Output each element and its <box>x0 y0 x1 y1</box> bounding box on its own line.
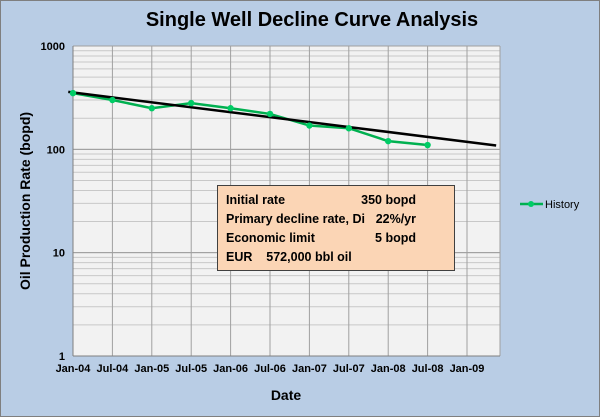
x-tick-label: Jan-09 <box>450 363 485 375</box>
history-point <box>306 122 313 129</box>
info-value: 5 bopd <box>375 231 416 245</box>
history-point <box>188 99 195 107</box>
x-tick-label: Jul-05 <box>175 363 207 375</box>
history-point <box>148 105 155 112</box>
info-row-decline-rate: Primary decline rate, Di 22%/yr <box>226 210 446 229</box>
legend-label-history: History <box>545 199 580 211</box>
info-row-initial-rate: Initial rate 350 bopd <box>226 191 446 210</box>
y-tick-label: 10 <box>53 248 65 260</box>
y-tick-label: 1 <box>59 351 65 363</box>
x-axis-label: Date <box>271 387 302 403</box>
history-point <box>424 141 431 149</box>
decline-trend-line <box>68 90 497 147</box>
history-point <box>345 125 352 132</box>
x-tick-label: Jul-08 <box>412 363 444 375</box>
info-label: Primary decline rate, Di <box>226 212 365 226</box>
chart-title: Single Well Decline Curve Analysis <box>146 9 478 31</box>
history-point <box>266 110 274 118</box>
info-eur: EUR 572,000 bbl oil <box>226 250 352 264</box>
info-label: Initial rate <box>226 193 286 207</box>
x-tick-label: Jan-08 <box>371 363 406 375</box>
x-tick-label: Jul-07 <box>333 363 365 375</box>
decline-parameters-box: Initial rate 350 bopd Primary decline rat… <box>217 185 455 271</box>
info-row-economic-limit: Economic limit 5 bopd <box>226 229 446 248</box>
history-line <box>72 91 428 147</box>
x-tick-label: Jul-06 <box>254 363 286 375</box>
history-point <box>385 137 392 145</box>
y-tick-label: 1000 <box>41 41 65 53</box>
history-point <box>69 89 77 97</box>
info-value: 350 bopd <box>361 193 416 207</box>
info-value: 22%/yr <box>375 212 416 226</box>
y-axis-label: Oil Production Rate (bopd) <box>17 112 33 290</box>
x-tick-label: Jan-06 <box>213 363 248 375</box>
history-point <box>109 96 116 104</box>
x-tick-label: Jul-04 <box>97 363 130 375</box>
y-tick-label: 100 <box>47 144 65 156</box>
x-tick-label: Jan-05 <box>134 363 169 375</box>
info-label: Economic limit <box>226 231 315 245</box>
legend: History <box>520 199 580 211</box>
x-tick-label: Jan-04 <box>56 363 92 375</box>
history-point <box>227 105 234 112</box>
legend-marker <box>528 201 534 207</box>
x-tick-label: Jan-07 <box>292 363 327 375</box>
